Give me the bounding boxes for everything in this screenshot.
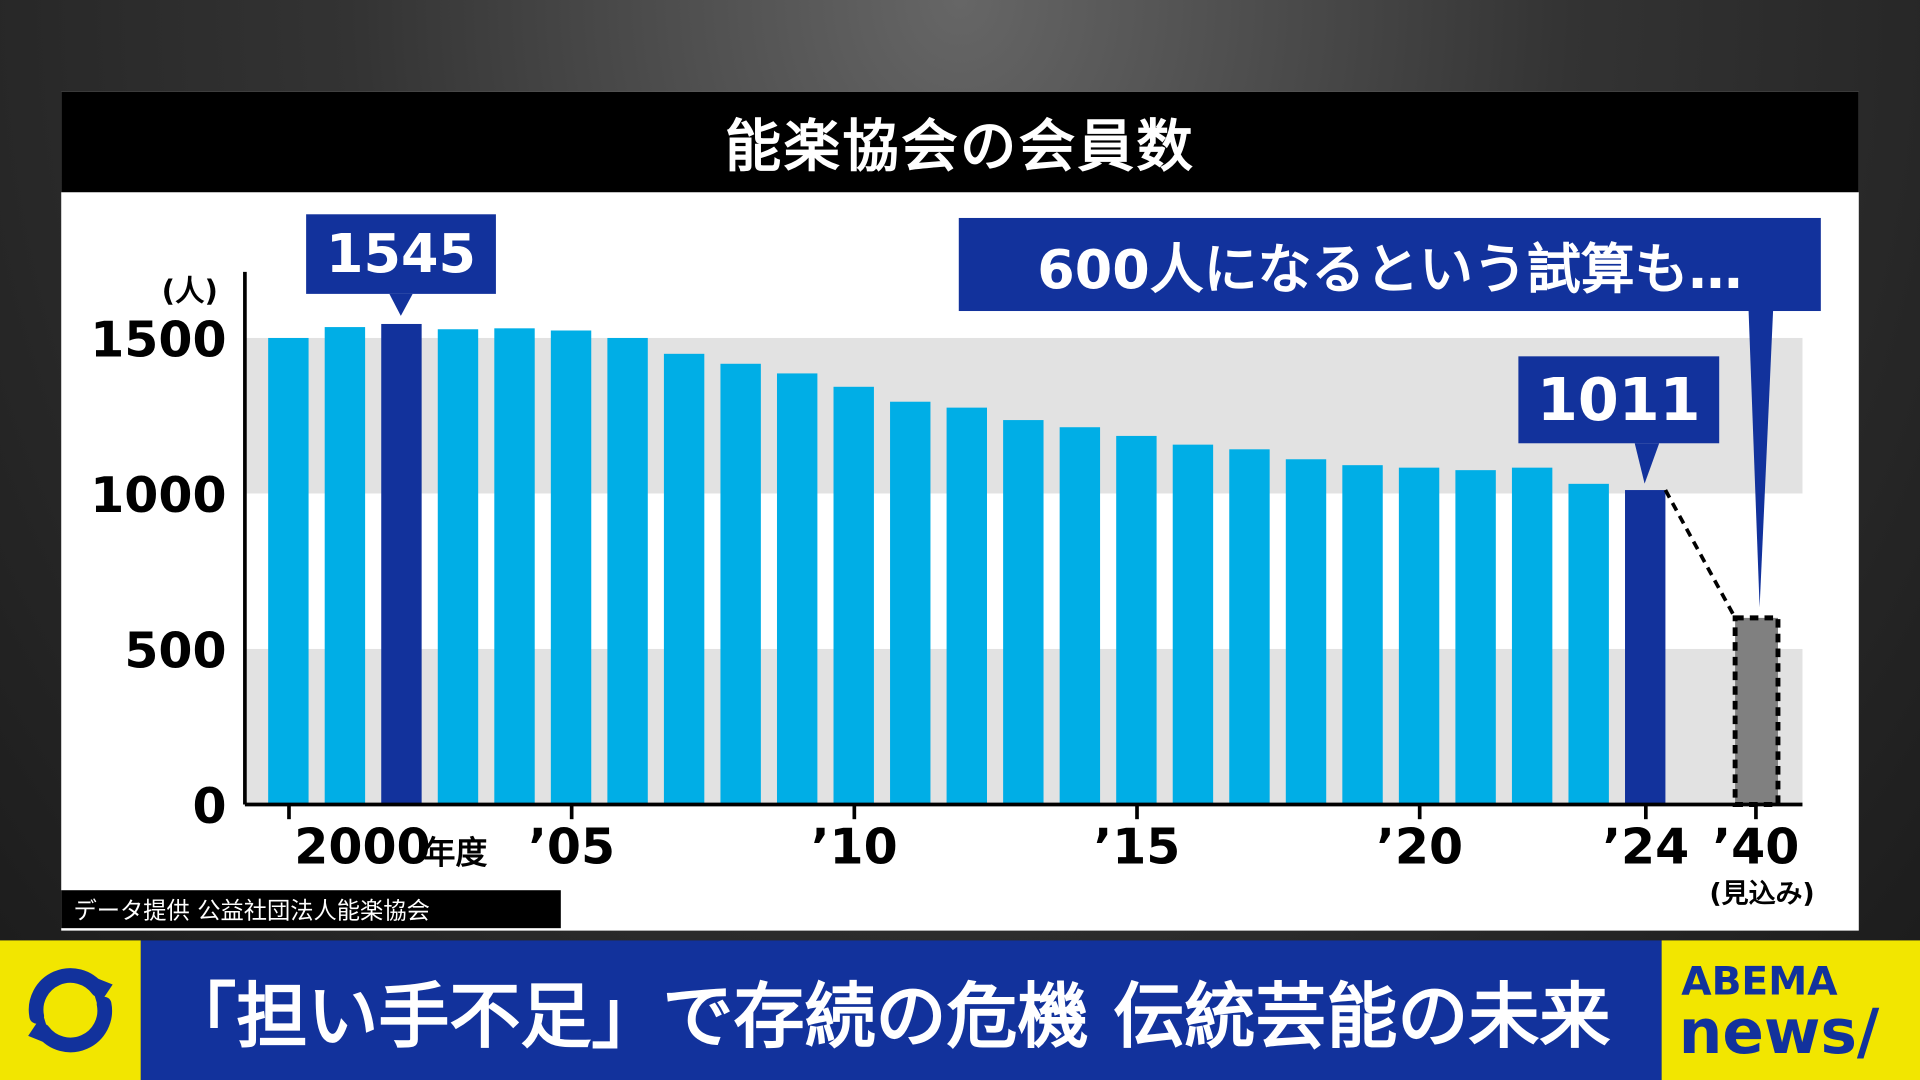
bar-2020	[1398, 467, 1440, 805]
callout-1545: 1545	[306, 214, 496, 294]
bar-2017	[1229, 449, 1270, 805]
bar-2005	[550, 330, 592, 805]
logo-top: ABEMA	[1681, 957, 1838, 1005]
bar-2008	[720, 363, 761, 805]
x-tick-label: ’20	[1376, 818, 1463, 875]
callout-pointer-1011	[1634, 443, 1660, 484]
bar-2015	[1116, 435, 1157, 805]
y-tick-label: 0	[192, 778, 226, 835]
bar-2000	[268, 337, 309, 805]
bar-2011	[890, 401, 931, 805]
abema-news-logo: ABEMA news/	[1661, 940, 1920, 1080]
callout-1011: 1011	[1518, 356, 1720, 444]
bar-2018	[1285, 459, 1327, 805]
bar-2021	[1455, 470, 1496, 805]
callout-pointer-1545	[389, 293, 413, 316]
bar-2014	[1059, 427, 1101, 805]
bar-2002	[381, 323, 422, 805]
y-axis-unit: (人)	[162, 274, 218, 308]
x-tick-label: ’24	[1602, 818, 1689, 875]
callout-projection: 600人になるという試算も…	[958, 217, 1821, 312]
bar-2010	[833, 386, 874, 805]
y-tick-label: 1500	[90, 311, 226, 368]
x-tick-label: 2000	[294, 818, 430, 875]
callout-pointer-projection	[1748, 311, 1774, 608]
headline: 「担い手不足」で存続の危機 伝統芸能の未来	[140, 940, 1662, 1080]
x-tick-label: ’05	[528, 818, 615, 875]
x-tick-label: ’15	[1094, 818, 1181, 875]
bar-2004	[494, 328, 535, 805]
y-tick-label: 1000	[90, 467, 226, 524]
bar-2003	[437, 329, 479, 805]
bar-2007	[663, 353, 705, 805]
data-source: データ提供 公益社団法人能楽協会	[61, 890, 561, 929]
x-tick-sublabel: (見込み)	[1709, 878, 1814, 909]
logo-bottom: news/	[1678, 996, 1880, 1068]
bar-2006	[607, 337, 648, 805]
x-tick-label: ’10	[811, 818, 898, 875]
bar-2022	[1511, 467, 1553, 805]
y-tick-label: 500	[124, 622, 226, 679]
bar-2040	[1732, 615, 1781, 807]
x-tick-label: ’40	[1713, 818, 1800, 875]
bar-2023	[1568, 483, 1609, 805]
bar-2001	[324, 327, 366, 805]
x-tick-suffix: 年度	[424, 833, 488, 871]
projection-line	[1663, 489, 1737, 619]
bar-2016	[1172, 444, 1214, 805]
bar-2019	[1342, 465, 1383, 805]
bar-2013	[1003, 420, 1044, 805]
refresh-icon	[0, 940, 141, 1080]
bar-2012	[946, 407, 987, 805]
bar-2024	[1625, 490, 1666, 805]
chart-title: 能楽協会の会員数	[61, 91, 1859, 193]
bar-2009	[776, 373, 818, 805]
